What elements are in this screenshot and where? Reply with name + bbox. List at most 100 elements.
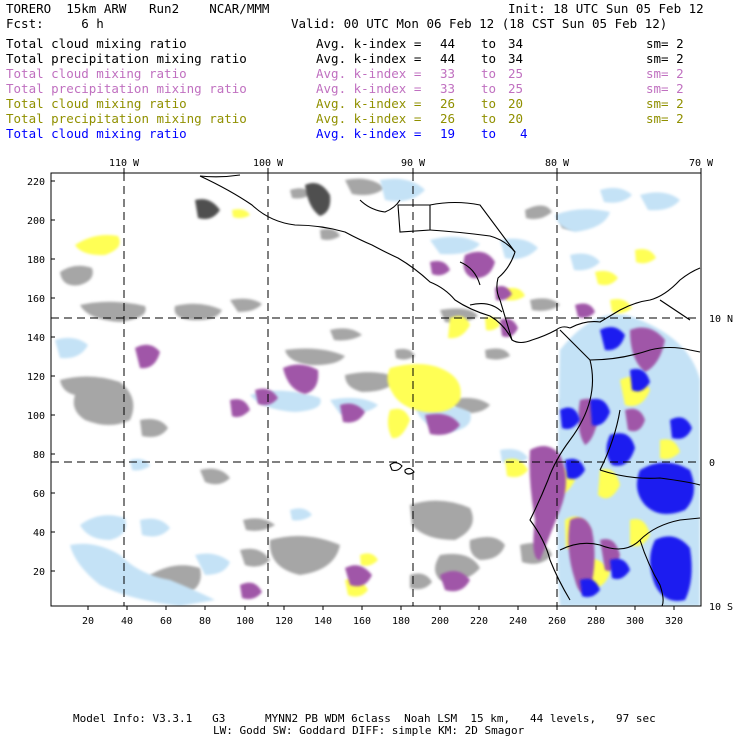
field-k-to: 25 xyxy=(508,66,524,81)
x-tick-label: 220 xyxy=(470,616,488,627)
x-tick-label: 160 xyxy=(353,616,371,627)
longitude-ticks xyxy=(123,168,702,173)
field-k-to: 4 xyxy=(520,126,528,141)
y-ticks xyxy=(51,180,55,572)
field-avg-label: Avg. k-index = xyxy=(316,126,422,141)
x-tick-label: 300 xyxy=(626,616,644,627)
x-tick-label: 120 xyxy=(275,616,293,627)
field-k-to: 25 xyxy=(508,81,524,96)
legend-row: Total cloud mixing ratio Avg. k-index = … xyxy=(6,36,736,51)
legend-row: Total precipitation mixing ratio Avg. k-… xyxy=(6,111,736,126)
field-k-to: 34 xyxy=(508,51,524,66)
latitude-labels: 10 N 0 10 S xyxy=(709,314,733,613)
lon-label: 80 W xyxy=(545,158,570,169)
legend-row: Total precipitation mixing ratio Avg. k-… xyxy=(6,81,736,96)
x-tick-label: 60 xyxy=(160,616,172,627)
field-k-to-word: to xyxy=(481,66,497,81)
y-tick-label: 200 xyxy=(27,216,45,227)
x-tick-label: 80 xyxy=(199,616,211,627)
y-tick-label: 40 xyxy=(33,528,45,539)
field-k-to: 34 xyxy=(508,36,524,51)
legend-row: Total cloud mixing ratio Avg. k-index = … xyxy=(6,96,736,111)
graticule xyxy=(51,173,701,606)
field-smoothing: sm= 2 xyxy=(646,66,684,81)
field-k-from: 44 xyxy=(440,51,456,66)
forecast-map: 110 W 100 W 90 W 80 W 70 W xyxy=(27,158,733,627)
x-tick-label: 320 xyxy=(665,616,683,627)
longitude-labels: 110 W 100 W 90 W 80 W 70 W xyxy=(109,158,714,169)
lon-label: 110 W xyxy=(109,158,140,169)
coastlines xyxy=(199,174,701,606)
field-k-from: 33 xyxy=(440,66,456,81)
field-avg-label: Avg. k-index = xyxy=(316,111,422,126)
field-smoothing: sm= 2 xyxy=(646,111,684,126)
field-k-from: 19 xyxy=(440,126,456,141)
x-tick-label: 280 xyxy=(587,616,605,627)
y-tick-label: 80 xyxy=(33,450,45,461)
field-avg-label: Avg. k-index = xyxy=(316,81,422,96)
plot-area xyxy=(51,173,701,606)
layer-blue-cloud xyxy=(560,326,694,601)
x-ticks xyxy=(87,606,675,610)
x-tick-label: 140 xyxy=(314,616,332,627)
forecast-hour: Fcst: 6 h xyxy=(6,16,104,31)
field-k-to-word: to xyxy=(481,111,497,126)
lon-label: 90 W xyxy=(401,158,426,169)
model-info: Model Info: V3.3.1 G3 MYNN2 PB WDM 6clas… xyxy=(73,712,656,725)
x-tick-label: 240 xyxy=(509,616,527,627)
x-tick-label: 40 xyxy=(121,616,133,627)
field-k-to: 20 xyxy=(508,111,524,126)
x-tick-label: 180 xyxy=(392,616,410,627)
x-tick-label: 100 xyxy=(236,616,254,627)
legend-row: Total cloud mixing ratio Avg. k-index = … xyxy=(6,66,736,81)
field-name: Total cloud mixing ratio xyxy=(6,126,187,141)
field-name: Total cloud mixing ratio xyxy=(6,36,187,51)
field-smoothing: sm= 2 xyxy=(646,36,684,51)
field-k-from: 44 xyxy=(440,36,456,51)
x-tick-label: 260 xyxy=(548,616,566,627)
x-grid-labels: 20 40 60 80 100 120 140 160 180 200 220 … xyxy=(82,616,683,627)
field-k-from: 26 xyxy=(440,111,456,126)
lon-label: 70 W xyxy=(689,158,714,169)
x-tick-label: 200 xyxy=(431,616,449,627)
y-tick-label: 220 xyxy=(27,177,45,188)
y-grid-labels: 220 200 180 160 140 120 100 80 60 40 20 xyxy=(27,177,45,578)
field-avg-label: Avg. k-index = xyxy=(316,36,422,51)
init-time: Init: 18 UTC Sun 05 Feb 12 xyxy=(508,1,704,16)
y-tick-label: 140 xyxy=(27,333,45,344)
physics-info: LW: Godd SW: Goddard DIFF: simple KM: 2D… xyxy=(213,724,525,737)
field-k-to: 20 xyxy=(508,96,524,111)
field-k-to-word: to xyxy=(481,51,497,66)
layer-darkgray-cloud xyxy=(195,182,331,219)
lat-label: 0 xyxy=(709,458,715,469)
x-tick-label: 20 xyxy=(82,616,94,627)
lon-label: 100 W xyxy=(253,158,284,169)
field-k-to-word: to xyxy=(481,81,497,96)
y-tick-label: 60 xyxy=(33,489,45,500)
map-frame xyxy=(50,172,702,607)
y-tick-label: 20 xyxy=(33,567,45,578)
field-name: Total precipitation mixing ratio xyxy=(6,111,247,126)
field-smoothing: sm= 2 xyxy=(646,81,684,96)
lat-label: 10 S xyxy=(709,602,733,613)
field-avg-label: Avg. k-index = xyxy=(316,66,422,81)
field-name: Total cloud mixing ratio xyxy=(6,66,187,81)
y-tick-label: 180 xyxy=(27,255,45,266)
field-name: Total cloud mixing ratio xyxy=(6,96,187,111)
field-avg-label: Avg. k-index = xyxy=(316,51,422,66)
field-smoothing: sm= 2 xyxy=(646,51,684,66)
field-name: Total precipitation mixing ratio xyxy=(6,81,247,96)
y-tick-label: 100 xyxy=(27,411,45,422)
field-k-to-word: to xyxy=(481,36,497,51)
field-avg-label: Avg. k-index = xyxy=(316,96,422,111)
legend-row: Total cloud mixing ratio Avg. k-index = … xyxy=(6,126,736,141)
field-k-from: 33 xyxy=(440,81,456,96)
field-k-to-word: to xyxy=(481,126,497,141)
field-name: Total precipitation mixing ratio xyxy=(6,51,247,66)
y-tick-label: 160 xyxy=(27,294,45,305)
field-smoothing: sm= 2 xyxy=(646,96,684,111)
field-k-from: 26 xyxy=(440,96,456,111)
field-k-to-word: to xyxy=(481,96,497,111)
model-run-title: TORERO 15km ARW Run2 NCAR/MMM xyxy=(6,1,270,16)
lat-label: 10 N xyxy=(709,314,733,325)
